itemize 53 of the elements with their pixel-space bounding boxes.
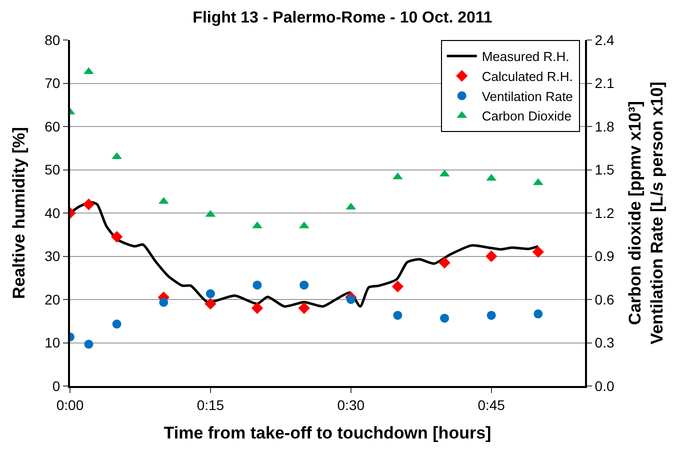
point [112, 152, 122, 160]
point [346, 295, 356, 304]
point [84, 340, 94, 349]
y-tick-label: 50 [44, 162, 60, 178]
y-tick-label: 0 [52, 378, 60, 394]
y2-tick-label: 0.6 [594, 291, 614, 308]
point [298, 302, 310, 314]
y-tick-label: 70 [44, 75, 60, 92]
legend-label: Ventilation Rate [482, 88, 573, 104]
legend-label: Calculated R.H. [482, 68, 573, 84]
y-tick-label: 60 [44, 118, 60, 134]
point [110, 230, 123, 243]
legend-label: Carbon Dioxide [482, 108, 572, 124]
x-tick-label: 0:00 [56, 396, 84, 413]
y2-tick-label: 1.8 [594, 118, 614, 134]
y-tick-label: 80 [44, 32, 60, 48]
point [206, 289, 215, 298]
point [251, 302, 264, 314]
point [532, 246, 544, 258]
y-tick-label: 20 [44, 291, 60, 308]
y2-axis-title: Carbon dioxide [ppmv x10³] Ventilation Rate [L/s person x10] [625, 82, 666, 344]
point [82, 198, 95, 210]
y-tick-label: 10 [44, 334, 60, 351]
y-tick-label: 30 [44, 248, 60, 264]
point [486, 250, 498, 262]
point [252, 221, 262, 228]
y2-tick-label: 1.2 [594, 204, 614, 221]
chart-title: Flight 13 - Palermo-Rome - 10 Oct. 2011 [192, 10, 492, 27]
y-tick-label: 40 [44, 204, 60, 221]
point [392, 280, 404, 292]
y2-tick-label: 0.3 [594, 334, 614, 351]
point [159, 298, 168, 307]
point [393, 310, 402, 320]
y2-tick-label: 1.5 [594, 162, 614, 178]
point [252, 280, 262, 290]
point [534, 309, 543, 318]
point [300, 280, 309, 290]
x-tick-label: 0:15 [196, 396, 224, 413]
y2-tick-label: 2.4 [594, 32, 614, 48]
point [392, 172, 403, 180]
x-axis-title: Time from take-off to touchdown [hours] [164, 424, 492, 443]
y2-tick-label: 0.9 [594, 248, 614, 264]
y2-tick-label: 0.0 [594, 378, 614, 394]
x-tick-label: 0:30 [337, 396, 365, 413]
y-axis-title: Realtive humidity [%] [10, 127, 29, 299]
x-tick-label: 0:45 [478, 396, 506, 413]
point [112, 320, 122, 329]
point [440, 314, 450, 323]
legend-label: Measured R.H. [482, 49, 570, 64]
y2-tick-label: 2.1 [594, 75, 614, 92]
point [486, 310, 496, 320]
point [438, 256, 450, 269]
point [204, 298, 216, 310]
